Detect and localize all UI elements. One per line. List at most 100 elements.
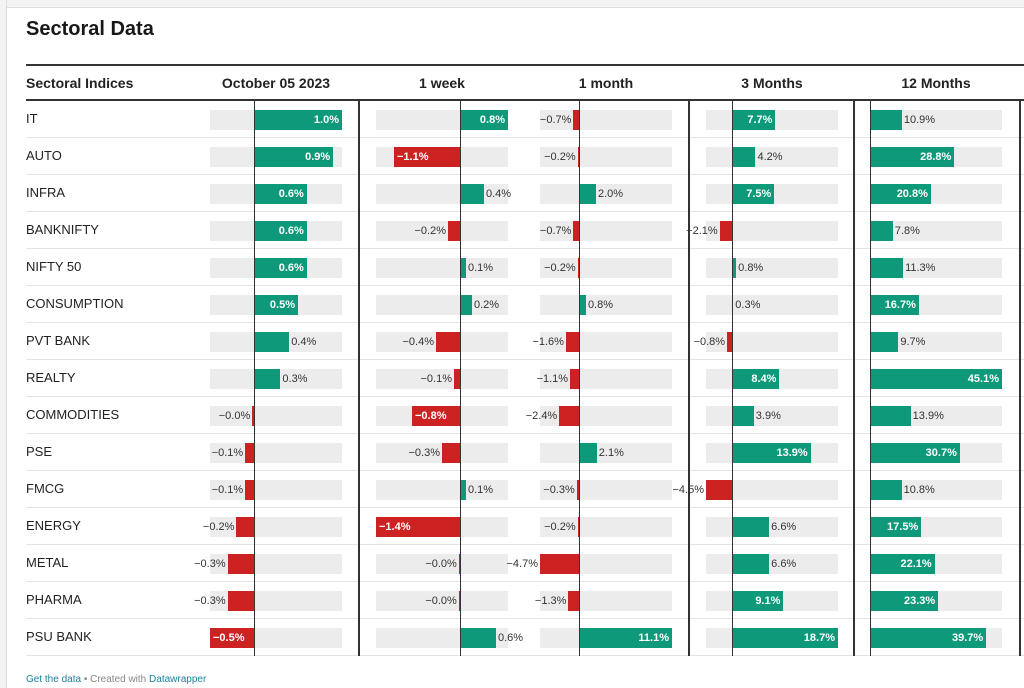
bar-track-12months: 13.9% [870, 397, 1002, 434]
table-header-rule [26, 99, 1024, 101]
value-label-12months: 20.8% [896, 188, 928, 200]
datawrapper-link[interactable]: Datawrapper [149, 674, 207, 685]
bar-1month [579, 628, 672, 648]
bar-1week [460, 110, 508, 130]
table-row: REALTY 0.3% −0.1% −1.1% 8.4% 45.1% [26, 360, 1024, 397]
value-label-oct05: 0.6% [278, 225, 304, 237]
value-label-12months: 22.1% [900, 558, 932, 570]
bar-track-12months: 9.7% [870, 323, 1002, 360]
zero-line [870, 434, 871, 471]
bar-12months [870, 110, 902, 130]
zero-line [731, 286, 733, 323]
column-header-1month: 1 month [578, 75, 634, 91]
zero-line [254, 249, 255, 286]
row-header: Sectoral Indices [26, 75, 134, 91]
zero-line [460, 434, 461, 471]
bar-track-oct05: 0.4% [210, 323, 342, 360]
bar-1week [412, 406, 460, 426]
column-header-1week: 1 week [419, 75, 465, 91]
value-label-1month: −0.2% [544, 262, 576, 274]
zero-line [254, 323, 255, 360]
zero-line [870, 360, 871, 397]
bar-track-12months: 17.5% [870, 508, 1002, 545]
value-label-oct05: 0.3% [282, 373, 308, 385]
bar-track-3months: 4.2% [706, 138, 838, 175]
bar-track-12months: 30.7% [870, 434, 1002, 471]
value-label-3months: −2.1% [686, 225, 718, 237]
bar-track-1week: −0.0% [376, 582, 508, 619]
value-label-1week: 0.4% [486, 188, 512, 200]
bar-oct05 [254, 221, 307, 241]
value-label-1month: −0.2% [544, 521, 576, 533]
bar-1month [579, 184, 596, 204]
bar-track-3months: 3.9% [706, 397, 838, 434]
zero-line [460, 138, 461, 175]
value-label-3months: 7.5% [746, 188, 772, 200]
zero-line [731, 545, 733, 582]
zero-line [579, 101, 581, 138]
value-label-3months: 0.3% [735, 299, 761, 311]
bar-track-1week: −0.4% [376, 323, 508, 360]
zero-line [731, 175, 733, 212]
bar-track-oct05: −0.0% [210, 397, 342, 434]
bar-track-3months: 0.8% [706, 249, 838, 286]
value-label-1month: 11.1% [638, 632, 669, 644]
bar-12months [870, 554, 935, 574]
value-label-3months: 8.4% [751, 373, 777, 385]
table-row: METAL −0.3% −0.0% −4.7% 6.6% 22.1% [26, 545, 1024, 582]
zero-line [254, 360, 255, 397]
get-data-link[interactable]: Get the data [26, 674, 82, 685]
bar-track-3months: 6.6% [706, 508, 838, 545]
value-label-3months: 13.9% [776, 447, 808, 459]
row-label: INFRA [26, 185, 65, 200]
zero-line [731, 212, 733, 249]
bar-3months [731, 184, 775, 204]
bar-track-1month: 2.0% [540, 175, 672, 212]
zero-line [579, 286, 581, 323]
bar-12months [870, 184, 931, 204]
row-label: BANKNIFTY [26, 222, 99, 237]
bar-12months [870, 517, 922, 537]
bar-track-12months: 22.1% [870, 545, 1002, 582]
bar-track-3months: −4.5% [673, 471, 838, 508]
bar-3months [731, 110, 776, 130]
value-label-3months: 6.6% [771, 558, 797, 570]
value-label-1week: −0.0% [425, 558, 457, 570]
zero-line [870, 471, 871, 508]
value-label-1month: −0.2% [544, 151, 576, 163]
bar-track-12months: 39.7% [870, 619, 1002, 656]
zero-line [579, 434, 581, 471]
bar-track-3months: 9.1% [706, 582, 838, 619]
bar-track-3months: −2.1% [686, 212, 838, 249]
row-label: PSE [26, 444, 53, 459]
value-label-oct05: 0.9% [305, 151, 331, 163]
value-label-12months: 45.1% [967, 373, 999, 385]
value-label-3months: 18.7% [803, 632, 835, 644]
row-label: REALTY [26, 370, 76, 385]
zero-line [460, 397, 461, 434]
value-label-1week: −0.3% [408, 447, 441, 459]
bar-3months [731, 591, 784, 611]
bar-track-1month: −0.7% [540, 212, 672, 249]
bar-track-1week: −0.1% [376, 360, 508, 397]
bar-12months [870, 295, 919, 315]
bar-track-1week: −0.2% [376, 212, 508, 249]
bar-oct05 [236, 517, 254, 537]
bar-1month [577, 258, 580, 278]
bar-track-oct05: 0.6% [210, 175, 342, 212]
zero-line [579, 212, 581, 249]
value-label-1week: −1.4% [379, 521, 411, 533]
column-header-12months: 12 Months [901, 75, 971, 91]
zero-line [460, 175, 461, 212]
value-label-1week: −0.8% [415, 410, 447, 422]
table-row: BANKNIFTY 0.6% −0.2% −0.7% −2.1% 7.8% [26, 212, 1024, 249]
bar-3months [731, 147, 756, 167]
zero-line [254, 138, 255, 175]
bar-12months [870, 406, 911, 426]
bar-oct05 [227, 554, 254, 574]
row-label: PHARMA [26, 592, 82, 607]
zero-line [870, 582, 871, 619]
value-label-1month: −2.4% [525, 410, 558, 422]
bar-3months [731, 443, 811, 463]
zero-line [731, 582, 733, 619]
